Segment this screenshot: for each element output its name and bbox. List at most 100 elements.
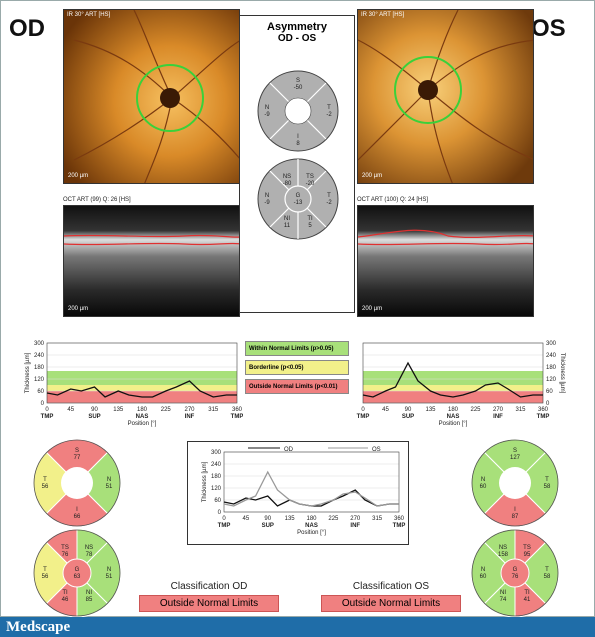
- y-tick-label: 0: [546, 401, 550, 407]
- asymmetry-title: Asymmetry: [267, 21, 327, 33]
- y-tick-label: 60: [214, 498, 221, 504]
- asym-ni-label: NI: [284, 216, 290, 222]
- asym-s-label: S: [296, 78, 300, 84]
- x-tick-label: 180: [137, 407, 148, 413]
- region-label: TMP: [357, 414, 370, 420]
- region-label: SUP: [262, 523, 274, 529]
- y-tick-label: 180: [546, 365, 557, 371]
- os-i-label: I: [514, 507, 516, 513]
- od-eye-label: OD: [9, 15, 45, 42]
- asym-ti-value: 5: [308, 223, 312, 229]
- x-tick-label: 90: [405, 407, 412, 413]
- os-legend-label: OS: [372, 447, 381, 453]
- asym-n-value: -9: [264, 112, 270, 118]
- asym-n8-label: N: [265, 193, 269, 199]
- x-tick-label: 315: [515, 407, 526, 413]
- borderline-band: [47, 385, 237, 391]
- x-tick-label: 315: [208, 407, 219, 413]
- x-tick-label: 90: [264, 516, 271, 522]
- od-ti-value: 46: [62, 597, 69, 603]
- legend-within-normal: Within Normal Limits (p>0.05): [245, 341, 349, 356]
- asym-ns-value: -80: [283, 181, 292, 187]
- y-tick-label: 60: [546, 389, 553, 395]
- asymmetry-panel: Asymmetry OD - OS S -50 I 8 N -9 T -2 NS…: [239, 15, 355, 313]
- x-tick-label: 45: [243, 516, 250, 522]
- y-tick-label: 60: [37, 389, 44, 395]
- y-tick-label: 0: [218, 510, 222, 516]
- os-oct-scale: 200 µm: [362, 306, 383, 312]
- os-t8-label: T: [545, 567, 549, 573]
- x-tick-label: 45: [67, 407, 74, 413]
- od-t-label: T: [43, 477, 47, 483]
- os-oct-scan: 200 µm: [357, 205, 534, 317]
- x-axis-label: Position [°]: [297, 530, 326, 536]
- region-label: SUP: [402, 414, 414, 420]
- od-n8-value: 51: [106, 574, 113, 580]
- od-n8-label: N: [107, 567, 111, 573]
- os-n-label: N: [481, 477, 485, 483]
- od-oct-scale: 200 µm: [68, 306, 89, 312]
- y-tick-label: 120: [546, 377, 557, 383]
- compare-panel: 0 60 120 180 240 300 0 45 90 135 180 225 270 315 360 TM…: [187, 441, 409, 545]
- legend-borderline: Borderline (p<0.05): [245, 360, 349, 375]
- os-g-label: G: [513, 567, 518, 573]
- asym-g-value: -13: [294, 200, 303, 206]
- x-tick-label: 360: [538, 407, 549, 413]
- asym-n8-value: -9: [264, 200, 270, 206]
- od-classification-label: Classification OD: [170, 581, 248, 592]
- od-n-value: 51: [106, 484, 113, 490]
- asym-t8-label: T: [327, 193, 331, 199]
- os-n8-value: 60: [480, 574, 487, 580]
- x-tick-label: 225: [161, 407, 172, 413]
- series-line: [46, 380, 237, 398]
- od-legend-label: OD: [284, 447, 294, 453]
- od-ti-label: TI: [62, 590, 68, 596]
- os-eye-label: OS: [531, 15, 566, 42]
- x-tick-label: 180: [448, 407, 459, 413]
- asym-n-label: N: [265, 105, 269, 111]
- y-axis-label: Thickness [µm]: [25, 352, 31, 393]
- od-classification-value: Outside Normal Limits: [139, 595, 279, 612]
- os-ir-caption: IR 30° ART [HS]: [361, 12, 405, 18]
- x-tick-label: 270: [184, 407, 195, 413]
- od-s-label: S: [75, 448, 79, 454]
- od-oct-caption: OCT ART (99) Q: 26 [HS]: [63, 197, 131, 203]
- plot-frame: [362, 342, 544, 404]
- od-ts-value: 76: [62, 552, 69, 558]
- region-label: INF: [350, 523, 360, 529]
- y-axis-label: Thickness [µm]: [202, 461, 208, 502]
- x-tick-label: 270: [493, 407, 504, 413]
- od-g-value: 63: [74, 574, 81, 580]
- medscape-footer: Medscape: [0, 617, 595, 637]
- region-label: NAS: [305, 523, 318, 529]
- od-t-value: 56: [42, 484, 49, 490]
- od-ns-value: 78: [86, 552, 93, 558]
- os-g-value: 76: [512, 574, 519, 580]
- x-tick-label: 360: [394, 516, 405, 522]
- y-tick-label: 240: [34, 353, 45, 359]
- os-oct-caption: OCT ART (100) Q: 24 [HS]: [357, 197, 429, 203]
- region-label: TMP: [393, 523, 406, 529]
- od-t8-label: T: [43, 567, 47, 573]
- plot-frame: [223, 451, 400, 513]
- x-tick-label: 0: [222, 516, 226, 522]
- region-label: TMP: [41, 414, 54, 420]
- legend-outside-normal: Outside Normal Limits (p<0.01): [245, 379, 349, 394]
- plot-frame: [46, 342, 238, 404]
- region-label: TMP: [537, 414, 550, 420]
- region-label: INF: [185, 414, 195, 420]
- asym-g-label: G: [296, 193, 301, 199]
- y-tick-label: 120: [211, 486, 222, 492]
- region-label: NAS: [447, 414, 460, 420]
- os-t-value: 58: [544, 484, 551, 490]
- x-axis-label: Position [°]: [439, 421, 468, 427]
- x-tick-label: 135: [113, 407, 124, 413]
- asym-ts-label: TS: [306, 174, 314, 180]
- od-ir-caption: IR 30° ART [HS]: [67, 12, 111, 18]
- y-axis-label: Thickness [µm]: [559, 353, 565, 394]
- region-label: INF: [493, 414, 503, 420]
- od-t8-value: 56: [42, 574, 49, 580]
- od-oct-scan: 200 µm: [63, 205, 240, 317]
- os-ti-label: TI: [524, 590, 530, 596]
